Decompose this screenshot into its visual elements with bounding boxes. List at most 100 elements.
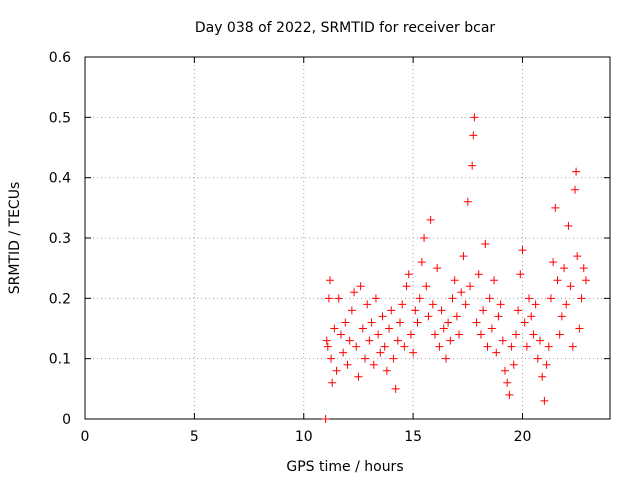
data-point — [525, 294, 534, 303]
data-point — [555, 330, 564, 339]
data-point — [402, 282, 411, 291]
data-point — [387, 306, 396, 315]
x-tick-label: 5 — [190, 429, 199, 445]
data-point — [498, 336, 507, 345]
grid — [85, 57, 610, 419]
data-point — [490, 276, 499, 285]
data-point — [579, 264, 588, 273]
x-tick-label: 15 — [404, 429, 422, 445]
data-point — [361, 354, 369, 363]
y-tick-label: 0.2 — [49, 291, 71, 307]
y-tick-label: 0.1 — [49, 352, 71, 368]
data-point — [575, 324, 584, 333]
data-point — [393, 336, 402, 345]
data-point — [507, 342, 516, 351]
data-point — [533, 354, 542, 363]
data-point — [380, 342, 389, 351]
data-point — [520, 318, 529, 327]
data-point — [417, 258, 426, 267]
data-point — [492, 348, 501, 357]
data-point — [568, 342, 577, 351]
data-point — [468, 161, 477, 170]
data-point — [441, 354, 450, 363]
data-point — [420, 234, 429, 242]
data-point — [581, 276, 590, 285]
data-point — [466, 282, 474, 291]
data-point — [424, 312, 433, 321]
data-point — [564, 221, 573, 230]
data-point — [470, 113, 479, 122]
data-point — [350, 288, 359, 297]
data-point — [428, 300, 437, 309]
data-point — [324, 294, 333, 303]
data-point — [352, 342, 361, 351]
data-point — [557, 312, 566, 321]
data-point — [505, 390, 514, 399]
data-point — [339, 348, 348, 357]
data-point — [347, 306, 356, 315]
data-point — [509, 360, 518, 369]
data-point — [332, 366, 341, 375]
data-point — [374, 330, 383, 339]
data-point — [413, 318, 422, 327]
data-point — [433, 264, 442, 273]
data-point — [404, 270, 413, 279]
data-point — [422, 282, 431, 291]
data-point — [435, 342, 444, 351]
data-point — [518, 246, 527, 255]
data-point — [538, 372, 547, 381]
data-point — [469, 131, 478, 140]
data-point — [536, 336, 544, 345]
data-point — [391, 384, 400, 393]
data-point — [474, 270, 483, 279]
data-point — [476, 330, 485, 339]
data-point — [382, 366, 391, 375]
data-point — [330, 324, 339, 333]
data-point — [560, 264, 569, 273]
data-point — [327, 354, 336, 363]
data-point — [321, 415, 330, 423]
data-point — [326, 276, 334, 285]
axis-ticks: 0 0.1 0.2 0.3 0.4 0.5 0.6 0 5 10 15 20 — [49, 50, 610, 445]
data-point — [356, 282, 365, 291]
data-point — [571, 185, 579, 194]
data-point — [369, 360, 378, 369]
data-point — [343, 360, 352, 369]
data-point — [511, 330, 520, 339]
data-point — [529, 330, 538, 339]
data-point — [363, 300, 372, 309]
data-point — [472, 318, 481, 327]
data-point — [514, 306, 523, 315]
data-point — [485, 294, 494, 303]
data-point — [322, 336, 331, 345]
data-point — [540, 396, 549, 405]
data-point — [487, 324, 496, 333]
data-point — [459, 252, 468, 261]
data-point — [457, 288, 466, 297]
data-point — [573, 252, 582, 261]
y-tick-label: 0 — [62, 412, 71, 428]
data-point — [516, 270, 525, 279]
data-point — [527, 312, 536, 321]
data-point — [376, 348, 385, 357]
data-point — [334, 294, 343, 303]
data-point — [431, 330, 439, 339]
data-point — [378, 312, 387, 321]
data-point — [336, 330, 345, 339]
x-tick-label: 0 — [81, 429, 90, 445]
data-point — [572, 167, 581, 176]
data-point — [566, 282, 575, 291]
data-point — [481, 240, 490, 249]
data-point — [553, 276, 562, 285]
data-point — [389, 354, 398, 363]
data-point — [365, 336, 374, 345]
data-point — [455, 330, 464, 339]
data-point — [398, 300, 407, 309]
data-point — [411, 306, 420, 315]
data-point — [446, 336, 455, 345]
data-point — [577, 294, 586, 303]
x-tick-label: 20 — [514, 429, 532, 445]
data-point — [544, 342, 553, 351]
data-point — [385, 324, 394, 333]
